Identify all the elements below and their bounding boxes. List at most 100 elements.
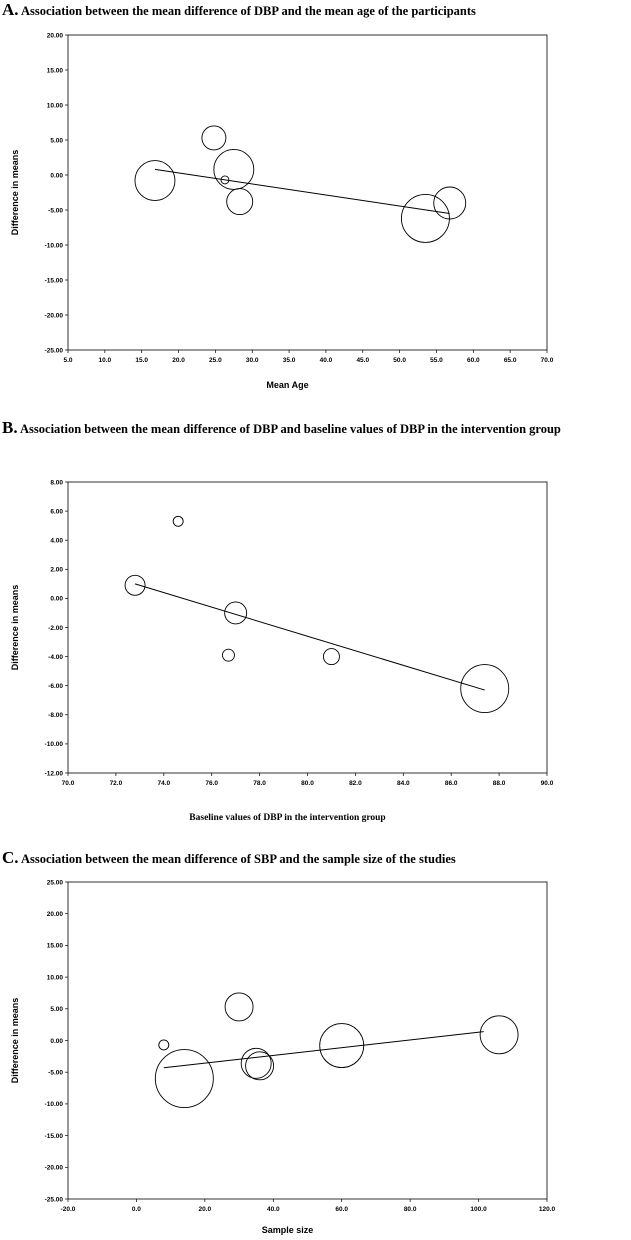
regression-line [154, 168, 450, 214]
x-axis-label: Sample size [262, 1225, 314, 1235]
x-tick-label: 20.0 [172, 357, 185, 364]
data-point-bubble [323, 648, 340, 666]
plot-frame [67, 881, 548, 1200]
y-tick-label: -25.00 [45, 1196, 64, 1203]
y-tick-label: 10.00 [47, 974, 64, 981]
data-point-bubble [134, 160, 176, 202]
x-tick-label: 84.0 [397, 780, 410, 787]
data-point-bubble [158, 1039, 170, 1051]
regression-line [163, 1031, 484, 1069]
data-point-bubble [222, 648, 235, 662]
x-tick-label: 78.0 [253, 780, 266, 787]
y-tick-label: 6.00 [50, 508, 63, 515]
y-axis-label: Difference in means [10, 585, 20, 671]
x-tick-label: 10.0 [99, 357, 112, 364]
x-tick-label: 76.0 [205, 780, 218, 787]
panel-a-title-text: Association between the mean difference … [20, 4, 476, 18]
x-tick-label: 30.0 [246, 357, 259, 364]
plot-frame [67, 34, 548, 351]
x-axis-label: Mean Age [266, 380, 308, 390]
y-axis-label: Difference in means [10, 998, 20, 1084]
y-tick-label: 5.00 [50, 137, 63, 144]
x-tick-label: 90.0 [541, 780, 554, 787]
y-tick-label: -15.00 [45, 277, 64, 284]
x-tick-label: 74.0 [157, 780, 170, 787]
data-point-bubble [213, 148, 255, 190]
y-tick-label: 0.00 [50, 1038, 63, 1045]
x-tick-label: 65.0 [504, 357, 517, 364]
y-tick-label: 15.00 [47, 67, 64, 74]
y-tick-label: 0.00 [50, 596, 63, 603]
y-tick-label: 20.00 [47, 911, 64, 918]
data-point-bubble [245, 1051, 275, 1081]
chart-a: 20.00 15.00 10.00 5.00 0.00 -5.00 -10.00 -15.00… [10, 32, 554, 390]
panel-a-letter: A. [2, 0, 19, 19]
chart-b: 8.00 6.00 4.00 2.00 0.00 -2.00 -4.00 -6.00 -8.00… [10, 479, 554, 823]
x-tick-label: 20.0 [199, 1206, 212, 1213]
data-point-bubble [479, 1015, 519, 1055]
y-tick-label: -10.00 [45, 1101, 64, 1108]
y-tick-label: 4.00 [50, 538, 63, 545]
data-point-bubble [460, 664, 510, 714]
x-tick-label: 55.0 [430, 357, 443, 364]
x-tick-label: 15.0 [135, 357, 148, 364]
panel-c-title-text: Association between the mean difference … [20, 852, 456, 866]
y-tick-label: 15.00 [47, 943, 64, 950]
x-tick-label: 35.0 [283, 357, 296, 364]
y-tick-label: -2.00 [48, 625, 63, 632]
y-tick-label: 20.00 [47, 32, 64, 39]
regression-line [134, 583, 485, 691]
y-tick-label: -20.00 [45, 312, 64, 319]
y-tick-label: -12.00 [45, 770, 64, 777]
y-tick-label: 8.00 [50, 479, 63, 486]
panel-a-title: A. Association between the mean differen… [2, 0, 476, 20]
x-tick-label: 100.0 [470, 1206, 487, 1213]
x-tick-label: 0.0 [132, 1206, 141, 1213]
y-tick-label: -25.00 [45, 347, 64, 354]
y-tick-label: -5.00 [48, 207, 63, 214]
data-point-bubble [201, 125, 227, 151]
x-tick-label: 82.0 [349, 780, 362, 787]
x-tick-label: 5.0 [63, 357, 72, 364]
chart-c: 25.00 20.00 15.00 10.00 5.00 0.00 -5.00 -10.00 -… [10, 879, 556, 1235]
y-tick-label: -15.00 [45, 1133, 64, 1140]
x-tick-label: 80.0 [404, 1206, 417, 1213]
x-tick-label: 80.0 [301, 780, 314, 787]
x-tick-label: 86.0 [445, 780, 458, 787]
y-tick-label: -8.00 [48, 712, 63, 719]
y-axis-label: Difference in means [10, 150, 20, 236]
y-tick-label: 0.00 [50, 172, 63, 179]
y-tick-label: 10.00 [47, 102, 64, 109]
x-tick-label: 70.0 [541, 357, 554, 364]
panel-c-letter: C. [2, 848, 19, 867]
x-tick-label: 40.0 [267, 1206, 280, 1213]
y-tick-label: -20.00 [45, 1165, 64, 1172]
x-tick-label: 60.0 [335, 1206, 348, 1213]
x-tick-label: 70.0 [62, 780, 75, 787]
data-point-bubble [124, 574, 146, 596]
y-tick-label: 25.00 [47, 879, 64, 886]
y-tick-label: -5.00 [48, 1070, 63, 1077]
y-tick-label: -10.00 [45, 741, 64, 748]
x-tick-label: 45.0 [356, 357, 369, 364]
y-tick-label: 2.00 [50, 567, 63, 574]
panel-c-title: C. Association between the mean differen… [2, 848, 456, 868]
x-axis-label: Baseline values of DBP in the interventi… [189, 813, 385, 823]
panel-b-title-text: Association between the mean difference … [20, 422, 561, 436]
x-tick-label: 25.0 [209, 357, 222, 364]
x-tick-label: 50.0 [393, 357, 406, 364]
data-point-bubble [400, 193, 450, 243]
y-tick-label: -6.00 [48, 683, 63, 690]
y-tick-label: -4.00 [48, 654, 63, 661]
y-tick-label: 5.00 [50, 1006, 63, 1013]
data-point-bubble [433, 186, 467, 220]
data-point-bubble [240, 1047, 272, 1079]
x-tick-label: -20.0 [61, 1206, 76, 1213]
data-point-bubble [224, 601, 248, 625]
data-point-bubble [220, 175, 230, 185]
plot-frame [67, 481, 548, 774]
data-point-bubble [172, 515, 184, 527]
y-tick-label: -10.00 [45, 242, 64, 249]
x-tick-label: 120.0 [539, 1206, 556, 1213]
panel-b-letter: B. [2, 418, 18, 437]
